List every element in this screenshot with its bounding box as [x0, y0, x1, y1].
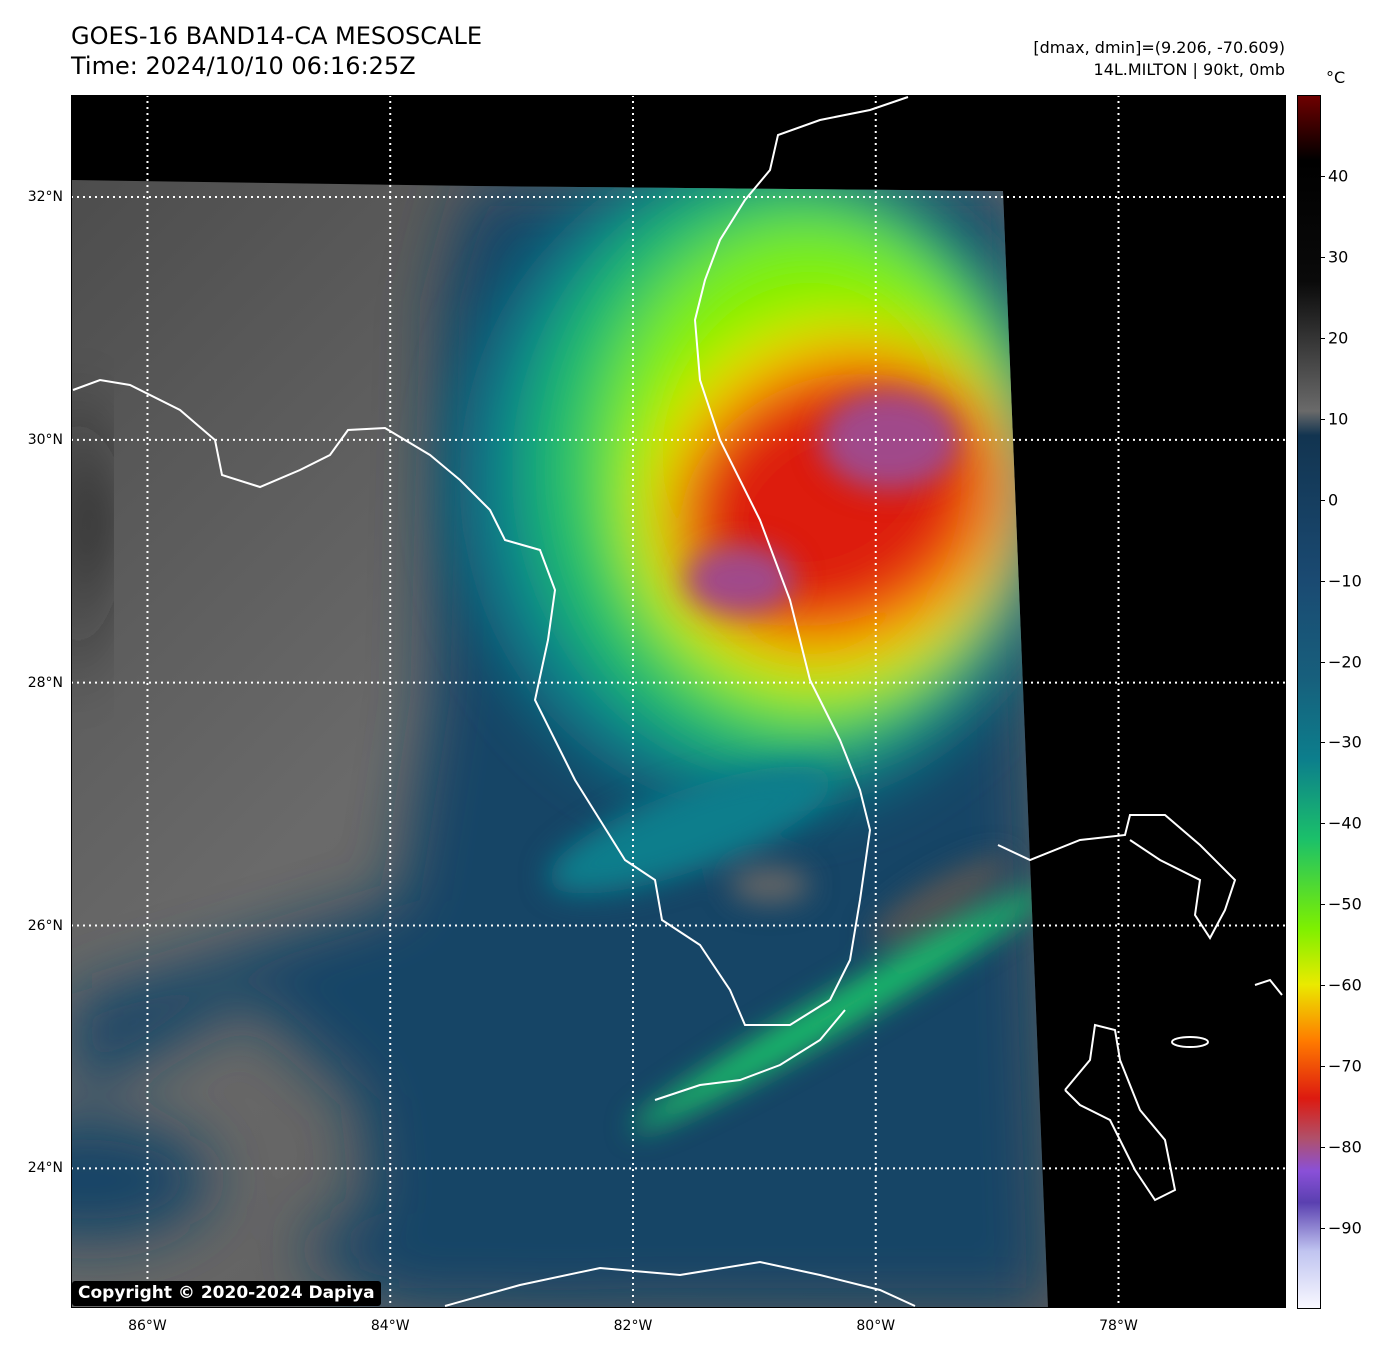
colorbar-tick [1321, 1066, 1325, 1068]
colorbar-tick-label: 20 [1328, 328, 1349, 348]
colorbar-tick-label: −20 [1328, 652, 1362, 672]
colorbar-tick-label: −90 [1328, 1218, 1362, 1238]
colorbar-tick [1321, 256, 1325, 258]
longitude-label: 84°W [370, 1318, 410, 1334]
latitude-label: 30°N [27, 431, 63, 448]
longitude-label: 80°W [856, 1318, 896, 1334]
graticule [71, 95, 1286, 1308]
colorbar-tick-label: −40 [1328, 813, 1362, 833]
chart-title: GOES-16 BAND14-CA MESOSCALE [71, 22, 482, 50]
colorbar-tick [1321, 904, 1325, 906]
colorbar-tick-label: −60 [1328, 975, 1362, 995]
colorbar-tick-label: 0 [1328, 490, 1339, 510]
colorbar-tick-label: −10 [1328, 571, 1362, 591]
chart-time: Time: 2024/10/10 06:16:25Z [71, 52, 416, 80]
grand-bahama [997, 814, 1237, 940]
colorbar-tick [1321, 823, 1325, 825]
longitude-label: 78°W [1099, 1318, 1138, 1334]
colorbar-tick [1321, 985, 1325, 987]
bahamas-islet [1171, 1036, 1209, 1048]
colorbar-tick-label: −70 [1328, 1056, 1362, 1076]
colorbar-tick [1321, 1228, 1325, 1230]
colorbar-tick [1321, 661, 1325, 663]
colorbar-tick-label: 10 [1328, 409, 1349, 429]
satellite-imagery [71, 95, 1286, 1308]
colorbar-tick [1321, 418, 1325, 420]
storm-cloud-shield [460, 180, 1048, 810]
colorbar-tick-label: 30 [1328, 247, 1349, 267]
longitude-label: 82°W [613, 1318, 653, 1334]
colorbar-tick [1321, 580, 1325, 582]
cuba-coastline [444, 1260, 916, 1307]
storm-info: 14L.MILTON | 90kt, 0mb [1093, 60, 1285, 79]
colorbar-tick [1321, 499, 1325, 501]
satellite-map [71, 95, 1286, 1308]
data-range-text: [dmax, dmin]=(9.206, -70.609) [1033, 38, 1285, 57]
andros-island [1064, 1023, 1177, 1202]
imagery-swath [72, 180, 1048, 1308]
colorbar-tick [1321, 1147, 1325, 1149]
florida-coastline [72, 96, 909, 1026]
colorbar-tick-label: −80 [1328, 1137, 1362, 1157]
colorbar-tick-label: −30 [1328, 732, 1362, 752]
colorbar [1297, 95, 1321, 1309]
coastlines [72, 96, 1283, 1307]
colorbar-tick [1321, 742, 1325, 744]
latitude-label: 24°N [27, 1160, 63, 1177]
colorbar-tick-label: −50 [1328, 894, 1362, 914]
copyright-label: Copyright © 2020-2024 Dapiya [72, 1281, 381, 1306]
colorbar-tick [1321, 337, 1325, 339]
colorbar-tick-label: 40 [1328, 166, 1349, 186]
latitude-label: 32°N [27, 188, 63, 205]
colorbar-unit: °C [1326, 68, 1346, 87]
latitude-label: 28°N [27, 674, 63, 691]
longitude-label: 86°W [128, 1318, 167, 1334]
latitude-label: 26°N [27, 917, 63, 934]
colorbar-tick [1321, 175, 1325, 177]
florida-keys [654, 1009, 846, 1101]
